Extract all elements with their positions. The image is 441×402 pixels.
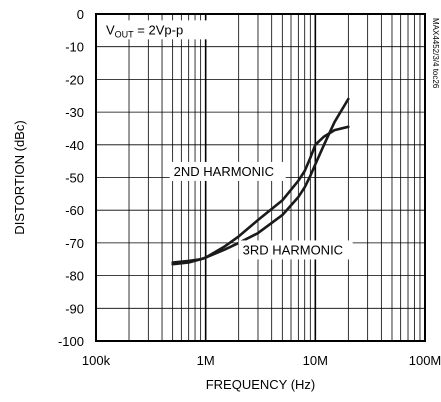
series-line-3rd-harmonic: [171, 97, 350, 264]
x-tick-label: 100k: [82, 353, 111, 368]
label-3rd-background: [238, 240, 353, 260]
y-tick-label: -30: [65, 105, 84, 120]
condition-subscript: OUT: [115, 29, 135, 39]
y-tick-label: -100: [58, 334, 84, 349]
plot-frame: [95, 13, 426, 342]
y-axis-title: DISTORTION (dBc): [12, 120, 27, 234]
condition-annotation: VOUT = 2Vp-p: [106, 22, 183, 39]
x-axis-title: FREQUENCY (Hz): [206, 377, 316, 392]
tick-labels: 0 -10 -20 -30 -40 -50 -60 -70 -80 -90 -100 100k 1M 10…: [58, 7, 441, 368]
x-tick-label: 1M: [197, 353, 215, 368]
y-tick-label: -90: [65, 301, 84, 316]
condition-prefix: V: [106, 22, 115, 37]
figure-code: MAX4452/3/4 toc26: [431, 18, 440, 89]
y-tick-label: -40: [65, 138, 84, 153]
y-tick-label: -60: [65, 203, 84, 218]
x-tick-label: 10M: [303, 353, 328, 368]
y-tick-label: -10: [65, 40, 84, 55]
label-3rd-harmonic: 3RD HARMONIC: [243, 242, 343, 257]
condition-background: [102, 20, 210, 40]
series-layer: [171, 97, 350, 266]
label-2nd-harmonic: 2ND HARMONIC: [174, 164, 274, 179]
y-tick-label: -80: [65, 269, 84, 284]
y-tick-label: -70: [65, 236, 84, 251]
y-tick-label: 0: [77, 7, 84, 22]
label-2nd-background: [169, 161, 286, 181]
x-tick-label: 100M: [409, 353, 441, 368]
y-tick-label: -50: [65, 171, 84, 186]
condition-suffix: = 2Vp-p: [134, 22, 184, 37]
y-tick-label: -20: [65, 72, 84, 87]
